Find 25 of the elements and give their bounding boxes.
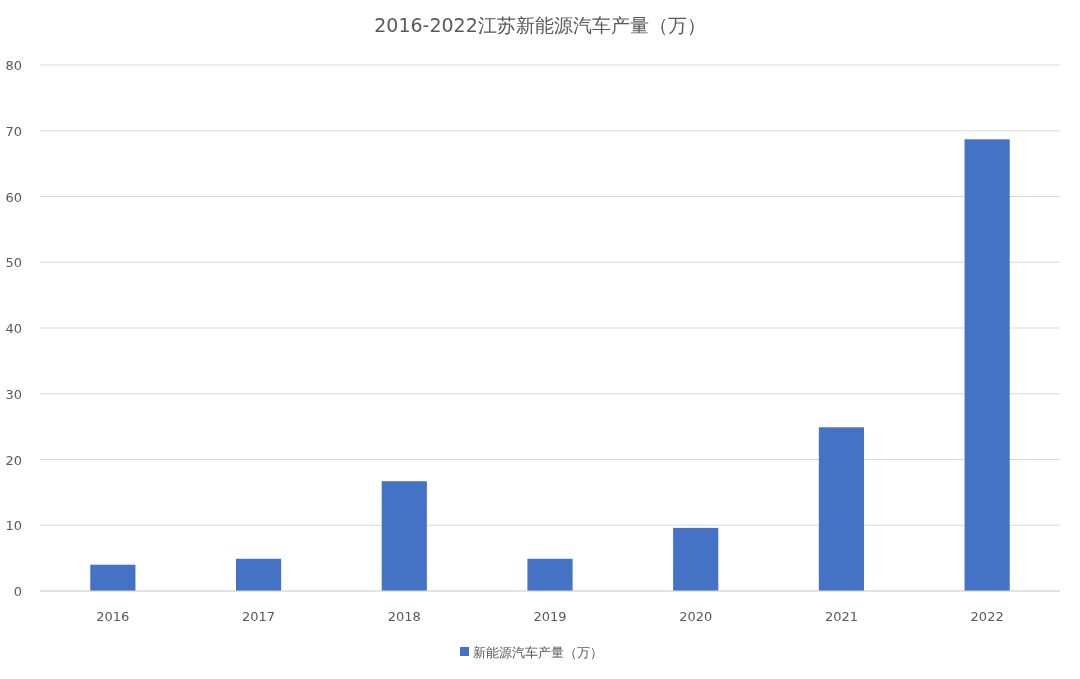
y-tick-label: 50 <box>5 255 22 271</box>
bar <box>964 139 1010 591</box>
x-tick-label: 2018 <box>387 609 421 624</box>
y-tick-label: 60 <box>5 189 22 205</box>
chart-title: 2016-2022江苏新能源汽车产量（万） <box>374 14 706 36</box>
x-tick-label: 2022 <box>970 609 1004 624</box>
y-tick-label: 30 <box>5 386 22 402</box>
x-tick-label: 2016 <box>96 609 130 624</box>
bar <box>673 527 719 591</box>
bar <box>90 564 136 591</box>
y-tick-label: 80 <box>5 58 22 73</box>
y-tick-label: 10 <box>5 518 22 534</box>
x-tick-label: 2021 <box>824 609 858 624</box>
x-tick-label: 2019 <box>533 609 567 624</box>
bar <box>381 481 427 591</box>
bar <box>818 427 865 591</box>
bar <box>235 558 282 591</box>
y-tick-label: 70 <box>5 123 22 139</box>
y-tick-label: 0 <box>13 584 22 599</box>
y-tick-label: 40 <box>5 321 22 336</box>
bar <box>527 558 573 591</box>
legend-label: 新能源汽车产量（万） <box>473 645 603 660</box>
x-tick-label: 2017 <box>242 609 276 624</box>
x-tick-label: 2020 <box>679 609 713 624</box>
y-tick-label: 20 <box>5 452 22 468</box>
